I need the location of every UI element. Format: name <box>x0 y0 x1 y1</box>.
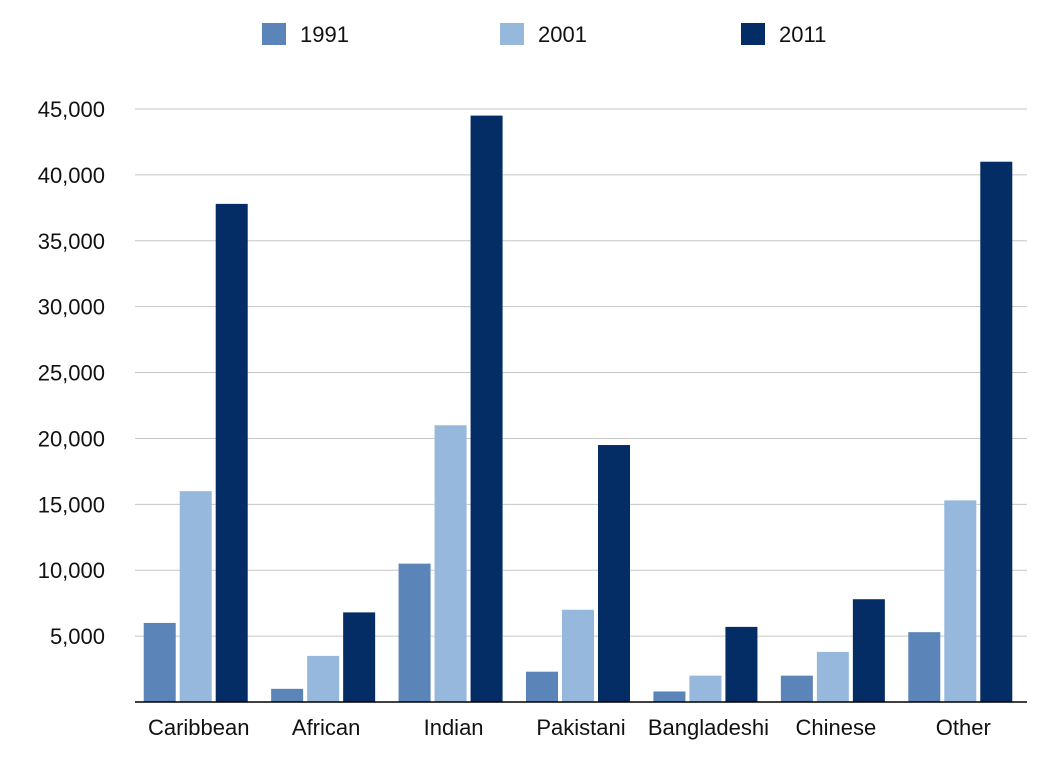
gridlines <box>135 108 1027 637</box>
bar-1991-other <box>908 632 941 702</box>
bar-2011-african <box>343 612 376 702</box>
bar-2001-chinese <box>816 651 849 702</box>
bar-2011-chinese <box>852 599 885 702</box>
bar-1991-pakistani <box>526 671 558 702</box>
bar-2001-pakistani <box>562 609 594 702</box>
x-category-label: Other <box>936 715 991 740</box>
y-tick-label: 35,000 <box>38 229 105 254</box>
bar-2011-other <box>980 161 1013 702</box>
y-tick-label: 10,000 <box>38 558 105 583</box>
y-tick-label: 25,000 <box>38 361 105 386</box>
bar-1991-bangladeshi <box>653 691 686 702</box>
bar-2011-bangladeshi <box>725 626 758 702</box>
x-category-label: Bangladeshi <box>648 715 769 740</box>
bars <box>143 115 1013 703</box>
bar-2001-caribbean <box>179 491 212 702</box>
legend-label: 1991 <box>300 22 349 47</box>
y-tick-label: 45,000 <box>38 97 105 122</box>
x-category-label: African <box>292 715 360 740</box>
bar-1991-caribbean <box>143 622 176 702</box>
x-axis: Caribbean African Indian Pakistani Banglades… <box>135 701 1027 740</box>
legend-swatch-2001 <box>500 23 524 45</box>
y-tick-label: 15,000 <box>38 492 105 517</box>
y-tick-label: 20,000 <box>38 426 105 451</box>
x-category-label: Caribbean <box>148 715 250 740</box>
legend: 1991 2001 2011 <box>262 22 826 47</box>
bar-2001-bangladeshi <box>689 675 722 702</box>
y-axis: 5,000 10,000 15,000 20,000 25,000 30,000 35,00… <box>38 97 105 649</box>
y-tick-label: 5,000 <box>50 624 105 649</box>
bar-2001-african <box>307 655 340 702</box>
bar-2001-other <box>944 500 977 702</box>
legend-swatch-2011 <box>741 23 765 45</box>
x-category-label: Pakistani <box>536 715 625 740</box>
bar-2011-caribbean <box>215 203 248 702</box>
x-category-label: Chinese <box>795 715 876 740</box>
bar-2011-indian <box>470 115 503 703</box>
legend-label: 2011 <box>779 22 826 47</box>
bar-2001-indian <box>434 425 467 702</box>
bar-2011-pakistani <box>598 445 630 702</box>
bar-1991-indian <box>398 563 431 702</box>
legend-label: 2001 <box>538 22 587 47</box>
bar-1991-african <box>271 688 304 702</box>
y-tick-label: 30,000 <box>38 295 105 320</box>
legend-swatch-1991 <box>262 23 286 45</box>
x-category-label: Indian <box>424 715 484 740</box>
y-tick-label: 40,000 <box>38 163 105 188</box>
bar-1991-chinese <box>780 675 813 702</box>
